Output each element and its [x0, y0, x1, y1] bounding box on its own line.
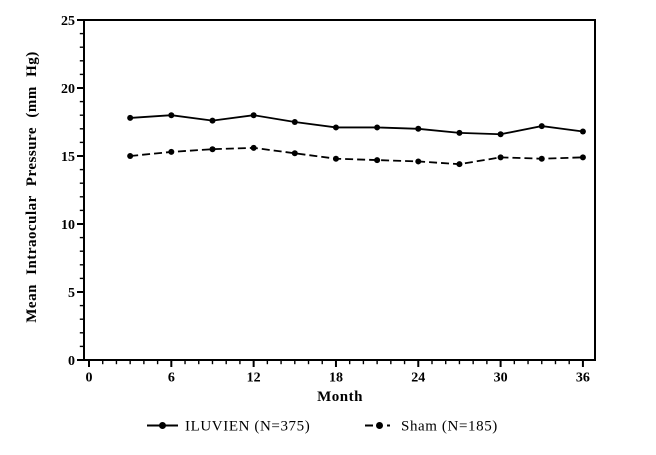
x-axis-tick-label: 0	[86, 371, 93, 386]
x-axis-tick-label: 36	[576, 371, 590, 386]
data-point-marker-iluvien	[456, 129, 463, 136]
data-point-marker-sham	[127, 153, 134, 159]
data-point-marker-sham	[168, 148, 175, 155]
series-line-sham	[130, 146, 583, 166]
y-axis-tick-label: 10	[61, 218, 75, 233]
x-axis-tick-label: 12	[247, 371, 261, 386]
y-axis-tick-label: 20	[61, 82, 75, 97]
data-point-marker-sham	[291, 150, 298, 157]
data-point-marker-iluvien	[579, 128, 586, 135]
data-point-marker-sham	[579, 154, 586, 161]
data-point-marker-iluvien	[497, 131, 504, 138]
plot-border	[83, 19, 596, 361]
data-point-marker-sham	[332, 155, 339, 162]
data-point-marker-sham	[415, 158, 422, 165]
y-axis-tick-label: 15	[61, 150, 75, 165]
x-axis-tick-label: 6	[168, 371, 175, 386]
legend-marker-sham	[365, 422, 390, 429]
y-axis-tick-label: 25	[61, 14, 75, 29]
legend-marker-iluvien	[147, 422, 178, 429]
x-axis-tick-label: 18	[329, 371, 343, 386]
x-axis-title: Month	[317, 389, 363, 405]
y-axis-title: Mean Intraocular Pressure (mm Hg)	[24, 51, 40, 322]
series-line-iluvien	[130, 114, 584, 136]
data-point-marker-iluvien	[374, 124, 381, 131]
data-point-marker-iluvien	[250, 112, 257, 119]
data-point-marker-sham	[250, 144, 257, 151]
data-point-marker-iluvien	[415, 125, 422, 132]
legend: ILUVIEN (N=375) Sham (N=185)	[147, 419, 498, 435]
data-point-marker-iluvien	[538, 123, 545, 130]
y-axis-tick-label: 0	[68, 354, 75, 369]
plot-generated-layer: 0 6 12 18 24 30 36 0 5 10 15 20 25	[61, 14, 596, 386]
data-point-marker-sham	[456, 161, 463, 168]
data-point-marker-sham	[538, 155, 545, 162]
data-point-marker-sham	[374, 157, 381, 164]
data-point-marker-sham	[497, 154, 504, 161]
data-point-marker-iluvien	[168, 112, 175, 119]
data-point-marker-iluvien	[291, 119, 298, 125]
x-axis-tick-label: 24	[411, 371, 425, 386]
data-point-marker-iluvien	[209, 117, 216, 124]
data-point-marker-iluvien	[127, 114, 134, 121]
legend-label-iluvien: ILUVIEN (N=375)	[185, 419, 310, 435]
legend-label-sham: Sham (N=185)	[401, 419, 498, 435]
y-axis-tick-label: 5	[68, 286, 75, 301]
data-point-marker-sham	[209, 146, 216, 153]
data-point-marker-iluvien	[332, 124, 339, 131]
x-axis-tick-label: 30	[494, 371, 508, 386]
